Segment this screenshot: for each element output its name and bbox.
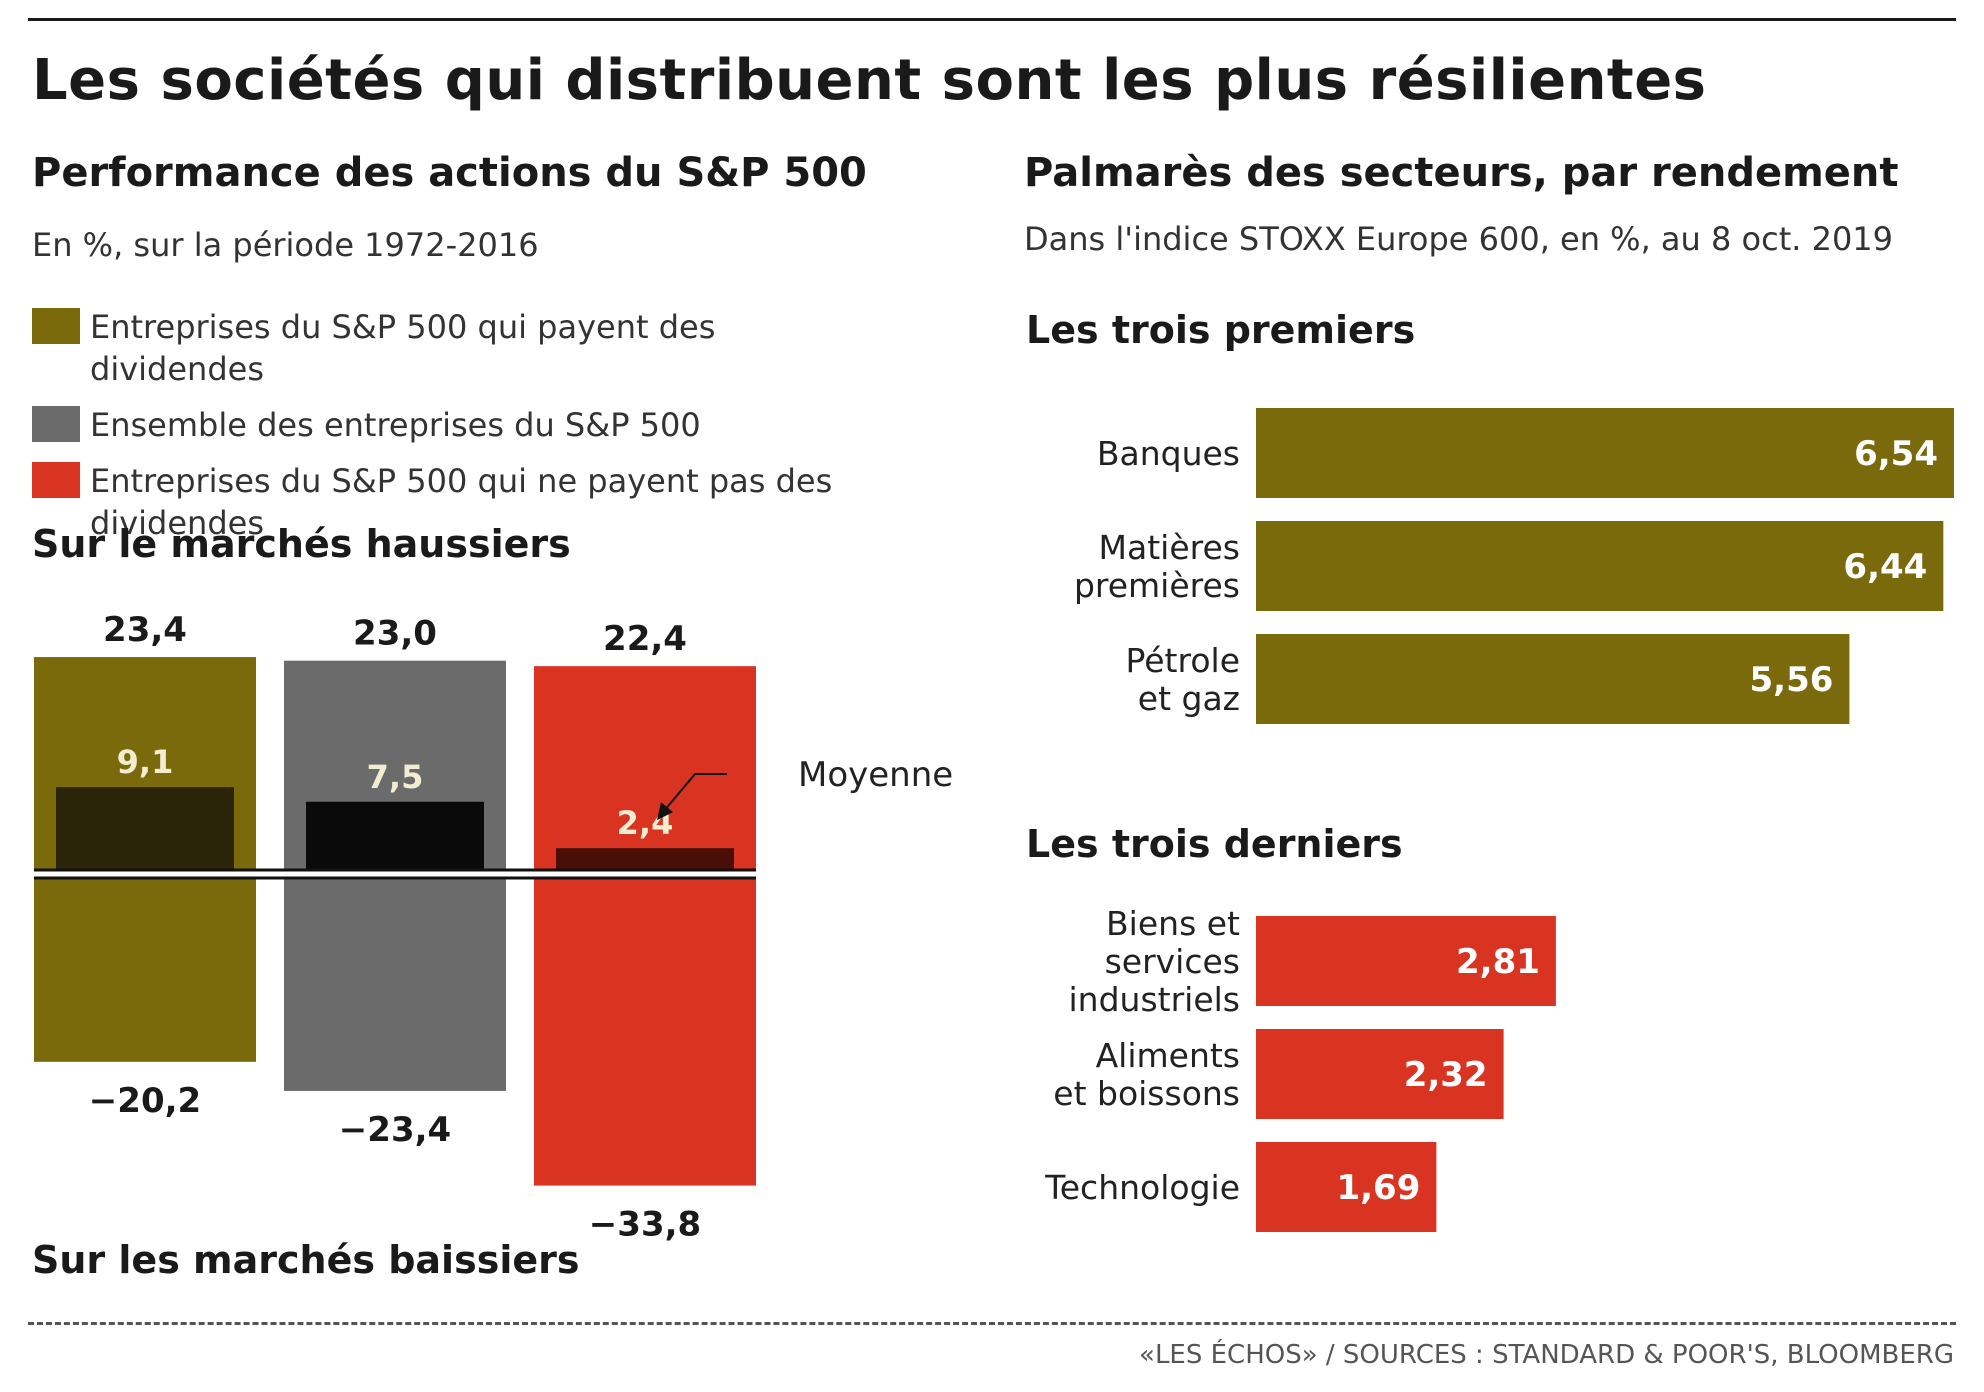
top-sector-value-1: 6,44 <box>1843 547 1927 587</box>
bear-bar-nodividend <box>534 878 756 1186</box>
bottom-rule <box>28 1322 1956 1325</box>
legend-label-nodividend: Entreprises du S&P 500 qui ne payent pas… <box>90 462 833 542</box>
legend: Entreprises du S&P 500 qui payent des di… <box>32 306 932 558</box>
bear-bar-dividend <box>34 878 256 1062</box>
bottom-sector-category-2-line-0: Technologie <box>1044 1168 1240 1207</box>
bear-market-label: Sur les marchés baissiers <box>32 1238 580 1282</box>
average-pointer-line <box>662 773 727 813</box>
bottom-sector-bar-2 <box>1256 1142 1437 1232</box>
top-sector-bar-2 <box>1256 634 1850 724</box>
legend-swatch-dividend <box>32 308 80 344</box>
top-sector-category-2-line-0: Pétrole <box>1126 641 1240 680</box>
bottom-sector-bar-1 <box>1256 1029 1504 1119</box>
bottom-sector-value-0: 2,81 <box>1456 942 1540 982</box>
average-value-all: 7,5 <box>367 758 424 796</box>
bull-value-dividend: 23,4 <box>103 610 187 650</box>
top-sector-value-0: 6,54 <box>1854 434 1938 474</box>
legend-swatch-nodividend <box>32 462 80 498</box>
bottom-three-label: Les trois derniers <box>1026 822 1403 866</box>
bear-value-all: −23,4 <box>339 1110 451 1150</box>
bottom-sector-value-2: 1,69 <box>1336 1168 1420 1208</box>
bottom-sector-value-1: 2,32 <box>1404 1055 1488 1095</box>
left-heading: Performance des actions du S&P 500 <box>32 150 867 196</box>
top-sector-bar-0 <box>1256 408 1954 498</box>
bottom-sector-bar-0 <box>1256 916 1556 1006</box>
bull-bar-nodividend <box>534 666 756 870</box>
average-annotation: Moyenne <box>798 755 953 795</box>
legend-item-nodividend: Entreprises du S&P 500 qui ne payent pas… <box>32 460 932 544</box>
bear-bar-all <box>284 878 506 1091</box>
average-bar-dividend <box>56 787 234 870</box>
top-sector-category-1-line-1: premières <box>1074 566 1240 605</box>
page-title: Les sociétés qui distribuent sont les pl… <box>32 48 1707 113</box>
bear-value-dividend: −20,2 <box>89 1081 201 1121</box>
bull-value-nodividend: 22,4 <box>603 619 687 659</box>
top-sector-bar-1 <box>1256 521 1944 611</box>
bottom-sector-category-1-line-1: et boissons <box>1053 1074 1240 1113</box>
top-sector-category-2-line-1: et gaz <box>1138 679 1240 718</box>
top-rule <box>28 18 1956 21</box>
bottom-sector-category-0-line-1: services <box>1105 942 1240 981</box>
average-bar-all <box>306 801 484 870</box>
bottom-sector-category-1-line-0: Aliments <box>1096 1036 1240 1075</box>
top-sector-category-0-line-0: Banques <box>1097 434 1240 473</box>
top-three-label: Les trois premiers <box>1026 308 1416 352</box>
bottom-sector-category-0-line-2: industriels <box>1069 980 1240 1019</box>
average-value-dividend: 9,1 <box>117 743 174 781</box>
bottom-sector-category-0-line-0: Biens et <box>1106 904 1240 943</box>
average-pointer-arrow <box>657 802 673 821</box>
right-heading: Palmarès des secteurs, par rendement <box>1024 150 1899 196</box>
bull-value-all: 23,0 <box>353 614 437 654</box>
legend-label-dividend: Entreprises du S&P 500 qui payent des di… <box>90 308 716 388</box>
bull-market-label: Sur le marchés haussiers <box>32 522 571 566</box>
source-note: «LES ÉCHOS» / SOURCES : STANDARD & POOR'… <box>1139 1340 1954 1370</box>
top-sector-value-2: 5,56 <box>1750 660 1834 700</box>
right-subheading: Dans l'indice STOXX Europe 600, en %, au… <box>1024 220 1894 258</box>
legend-item-dividend: Entreprises du S&P 500 qui payent des di… <box>32 306 932 390</box>
legend-item-all: Ensemble des entreprises du S&P 500 <box>32 404 932 446</box>
left-subheading: En %, sur la période 1972-2016 <box>32 226 539 264</box>
legend-label-all: Ensemble des entreprises du S&P 500 <box>90 406 701 444</box>
top-sector-category-1-line-0: Matières <box>1099 528 1240 567</box>
bear-value-nodividend: −33,8 <box>589 1205 701 1245</box>
legend-swatch-all <box>32 406 80 442</box>
sp500-performance-chart: 23,49,1−20,223,07,5−23,422,42,4−33,8Moye… <box>34 610 953 1245</box>
average-bar-nodividend <box>556 848 734 870</box>
